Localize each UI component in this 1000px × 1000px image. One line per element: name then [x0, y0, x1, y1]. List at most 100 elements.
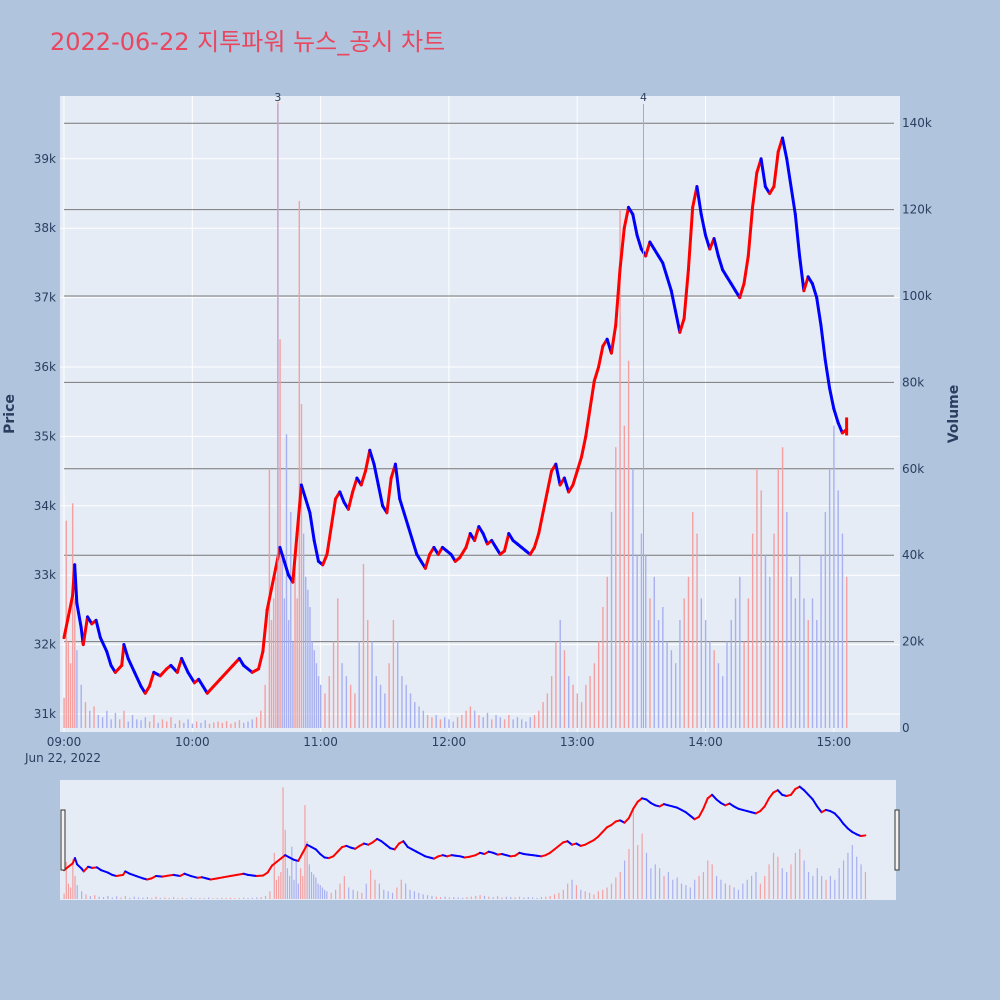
volume-bar — [653, 576, 655, 728]
price-segment — [423, 552, 432, 570]
volume-bar — [208, 723, 211, 728]
price-segment — [205, 684, 216, 695]
slider-price-segment — [811, 798, 819, 808]
slider-price-segment — [816, 805, 823, 814]
range-slider-right-handle[interactable] — [894, 809, 900, 871]
slider-price-segment — [115, 873, 125, 878]
volume-bar — [166, 721, 168, 728]
y2-axis-title: Volume — [946, 385, 962, 444]
slider-volume-bar — [799, 848, 801, 899]
date-label: Jun 22, 2022 — [24, 751, 101, 765]
slider-volume-bar — [238, 897, 240, 899]
volume-bar — [589, 676, 591, 728]
slider-volume-bar — [729, 885, 731, 899]
range-slider-left-handle[interactable] — [60, 809, 66, 871]
slider-volume-bar — [313, 874, 315, 899]
slider-price-segment — [222, 875, 232, 879]
price-segment — [609, 323, 618, 355]
price-tick-label: 38k — [34, 221, 56, 235]
volume-bar — [798, 555, 801, 728]
slider-volume-bar — [794, 852, 796, 899]
price-segment — [269, 566, 278, 591]
slider-price-segment — [697, 807, 705, 818]
slider-volume-bar — [319, 885, 321, 899]
slider-volume-bar — [94, 895, 96, 899]
volume-bar — [508, 715, 510, 728]
volume-bar — [170, 717, 172, 728]
slider-price-segment — [789, 788, 797, 796]
slider-price-segment — [468, 854, 477, 858]
slider-volume-bar — [422, 894, 424, 899]
slider-volume-bar — [164, 897, 166, 899]
price-segment — [686, 205, 695, 272]
range-slider-price — [63, 785, 867, 881]
slider-volume-bar — [435, 896, 437, 899]
volume-bar — [296, 598, 298, 728]
slider-volume-bar — [269, 891, 271, 899]
volume-bar — [302, 533, 305, 728]
price-segment — [588, 379, 596, 411]
main-plot-area[interactable] — [60, 96, 900, 732]
volume-bar — [379, 684, 382, 728]
volume-bar — [662, 607, 664, 728]
slider-price-segment — [246, 873, 258, 878]
slider-price-segment — [833, 812, 841, 820]
slider-volume-bar — [571, 879, 573, 899]
slider-volume-bar — [289, 875, 291, 899]
volume-bar — [679, 620, 681, 728]
volume-bar — [482, 717, 484, 728]
slider-volume-bar — [229, 897, 232, 899]
price-segment — [175, 656, 184, 674]
volume-bar — [674, 663, 677, 728]
volume-bar — [636, 555, 638, 728]
slider-volume-bar — [724, 883, 726, 899]
slider-price-segment — [601, 826, 608, 833]
slider-volume-bar — [365, 883, 367, 899]
price-tick-label: 37k — [34, 291, 56, 305]
slider-volume-bar — [707, 860, 709, 899]
slider-price-segment — [759, 805, 766, 813]
price-segment — [364, 448, 372, 473]
slider-volume-bar — [610, 883, 613, 899]
volume-bar — [756, 468, 758, 728]
slider-volume-bar — [387, 891, 389, 899]
price-segment — [473, 525, 481, 542]
volume-bar — [781, 447, 784, 728]
volume-bar — [456, 717, 459, 728]
slider-volume-bar — [151, 897, 153, 899]
annotation-label: 3 — [274, 91, 281, 104]
volume-bar — [837, 490, 839, 728]
slider-price-segment — [209, 877, 219, 881]
price-segment — [398, 497, 406, 515]
slider-price-segment — [301, 843, 309, 854]
slider-price-segment — [154, 875, 164, 878]
slider-volume-bar — [453, 897, 455, 899]
slider-volume-bar — [256, 897, 258, 899]
price-segment — [62, 615, 70, 640]
time-tick-label: 12:00 — [432, 735, 467, 749]
price-segment — [622, 205, 631, 230]
slider-volume-bar — [383, 889, 385, 899]
volume-bar — [157, 722, 159, 728]
volume-bar — [444, 717, 446, 728]
slider-price-segment — [314, 848, 322, 855]
volume-tick-label: 140k — [902, 116, 932, 130]
range-slider[interactable] — [60, 780, 896, 900]
slider-volume-bar — [76, 885, 78, 899]
slider-volume-bar — [116, 896, 118, 899]
slider-volume-bar — [483, 895, 486, 899]
price-segment — [75, 601, 83, 629]
price-segment — [545, 469, 554, 494]
slider-volume-bar — [851, 845, 853, 899]
price-segment — [346, 490, 355, 511]
volume-bar — [816, 620, 818, 728]
volume-bar — [251, 719, 253, 728]
price-segment — [532, 532, 541, 549]
slider-price-segment — [128, 872, 138, 878]
slider-volume-bar — [70, 887, 72, 899]
volume-bar — [272, 598, 275, 728]
volume-bar — [230, 723, 232, 728]
volume-bar — [313, 650, 315, 728]
slider-volume-bar — [89, 895, 91, 899]
slider-volume-bar — [334, 889, 337, 899]
